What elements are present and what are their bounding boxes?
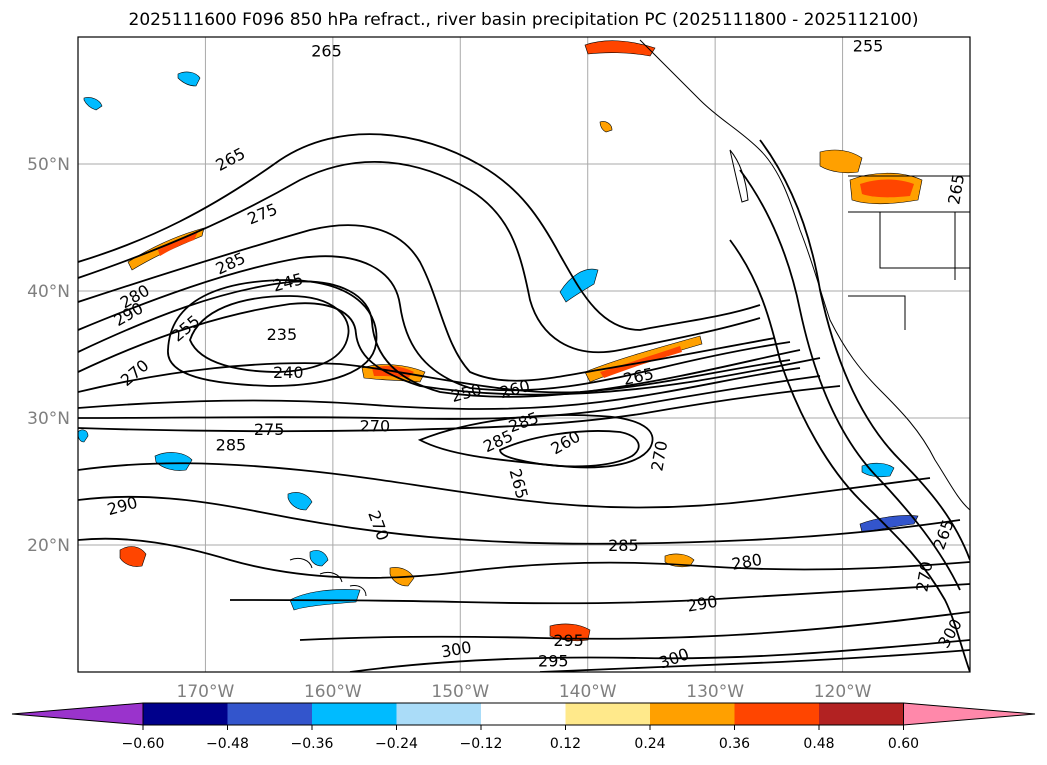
contour-line [499, 430, 640, 468]
longitude-label: 120°W [814, 682, 872, 702]
colorbar-outline [142, 702, 904, 726]
longitude-label: 130°W [686, 682, 744, 702]
contour-line [78, 280, 801, 398]
coastlines [289, 39, 970, 597]
contour-label: 240 [273, 363, 304, 382]
contour-line [78, 367, 801, 410]
colorbar-tick-label: 0.24 [634, 736, 665, 752]
contour-label: 285 [216, 435, 247, 454]
colorbar-tick-label: −0.48 [206, 736, 249, 752]
latitude-labels: 50°N 40°N 30°N 20°N [27, 155, 70, 556]
precip-patch-positive [819, 149, 863, 174]
contour-line [229, 583, 970, 605]
latitude-label: 40°N [27, 282, 70, 302]
colorbar-extend-high [903, 702, 1036, 726]
precip-patch-positive [158, 232, 198, 256]
colorbar-tick-label: −0.12 [460, 736, 503, 752]
colorbar-segment [819, 703, 904, 725]
contour-line [299, 611, 970, 641]
colorbar-tick-label: 0.60 [888, 736, 919, 752]
colorbar-segment [734, 703, 819, 725]
colorbar-segment [396, 703, 481, 725]
precip-patch-negative [177, 71, 201, 87]
contour-label: 265 [311, 42, 342, 61]
contour-line [78, 302, 821, 396]
colorbar-segment [481, 703, 566, 725]
colorbar-tick-label: −0.36 [291, 736, 334, 752]
contour-line [729, 239, 970, 672]
precip-patch-positive [119, 546, 147, 567]
contour-label: 255 [853, 37, 884, 56]
precip-patch-negative [83, 97, 103, 111]
precip-patch-negative [309, 550, 329, 567]
contour-line [189, 295, 350, 373]
contour-line [759, 139, 970, 561]
contour-line [78, 462, 931, 509]
contour-line [78, 359, 791, 394]
state-border [848, 211, 970, 330]
colorbar-segment [227, 703, 312, 725]
latitude-label: 20°N [27, 536, 70, 556]
colorbar-tick-label: 0.48 [803, 736, 834, 752]
contour-line [167, 279, 378, 387]
contour-line [78, 537, 970, 579]
contour-line [78, 133, 761, 331]
colorbar-tick-label: 0.12 [550, 736, 581, 752]
contour-label: 235 [267, 325, 298, 344]
colorbar-segment [650, 703, 735, 725]
precip-patch-negative [861, 462, 895, 478]
contour-line [739, 169, 961, 591]
colorbar-segment [143, 703, 228, 725]
contour-label: 295 [538, 651, 569, 670]
chart-title: 2025111600 F096 850 hPa refract., river … [128, 10, 919, 30]
refractivity-contours [78, 133, 970, 672]
latitude-label: 50°N [27, 155, 70, 175]
contour-line [78, 160, 761, 354]
precip-patch-positive [860, 179, 914, 198]
contour-label: 295 [553, 631, 584, 650]
colorbar-tick-label: −0.60 [122, 736, 165, 752]
coastline-hawaii [289, 557, 367, 597]
map-frame-bg [78, 37, 970, 672]
contour-label: 275 [254, 420, 285, 439]
contour-line [78, 375, 821, 420]
contour-line [349, 639, 970, 672]
contour-label: 270 [360, 416, 391, 435]
coastline-island [729, 149, 749, 203]
colorbar-segment [565, 703, 650, 725]
contour-line [539, 649, 970, 672]
colorbar-tick-label: 0.36 [719, 736, 750, 752]
contour-line [78, 495, 961, 545]
longitude-label: 160°W [304, 682, 362, 702]
map-frame [77, 36, 971, 673]
colorbar-segment [312, 703, 397, 725]
longitude-label: 170°W [177, 682, 235, 702]
longitude-labels: 170°W 160°W 150°W 140°W 130°W 120°W [177, 682, 872, 702]
precip-patch-negative [287, 492, 313, 511]
contour-line [78, 385, 841, 433]
precip-patches [78, 40, 923, 642]
longitude-label: 150°W [431, 682, 489, 702]
colorbar-extend-low [11, 702, 144, 726]
precip-patch-negative [154, 452, 193, 471]
contour-line [417, 414, 654, 469]
latitude-label: 30°N [27, 409, 70, 429]
contour-label: 285 [608, 536, 639, 555]
contour-line [78, 255, 791, 392]
contour-line [78, 224, 776, 382]
precip-patch-positive [599, 121, 613, 133]
colorbar: −0.60 −0.48 −0.36 −0.24 −0.12 0.12 0.24 0.36 0.4… [11, 702, 1036, 752]
longitude-label: 140°W [559, 682, 617, 702]
coastline-north-america [639, 39, 970, 511]
colorbar-tick-label: −0.24 [375, 736, 418, 752]
